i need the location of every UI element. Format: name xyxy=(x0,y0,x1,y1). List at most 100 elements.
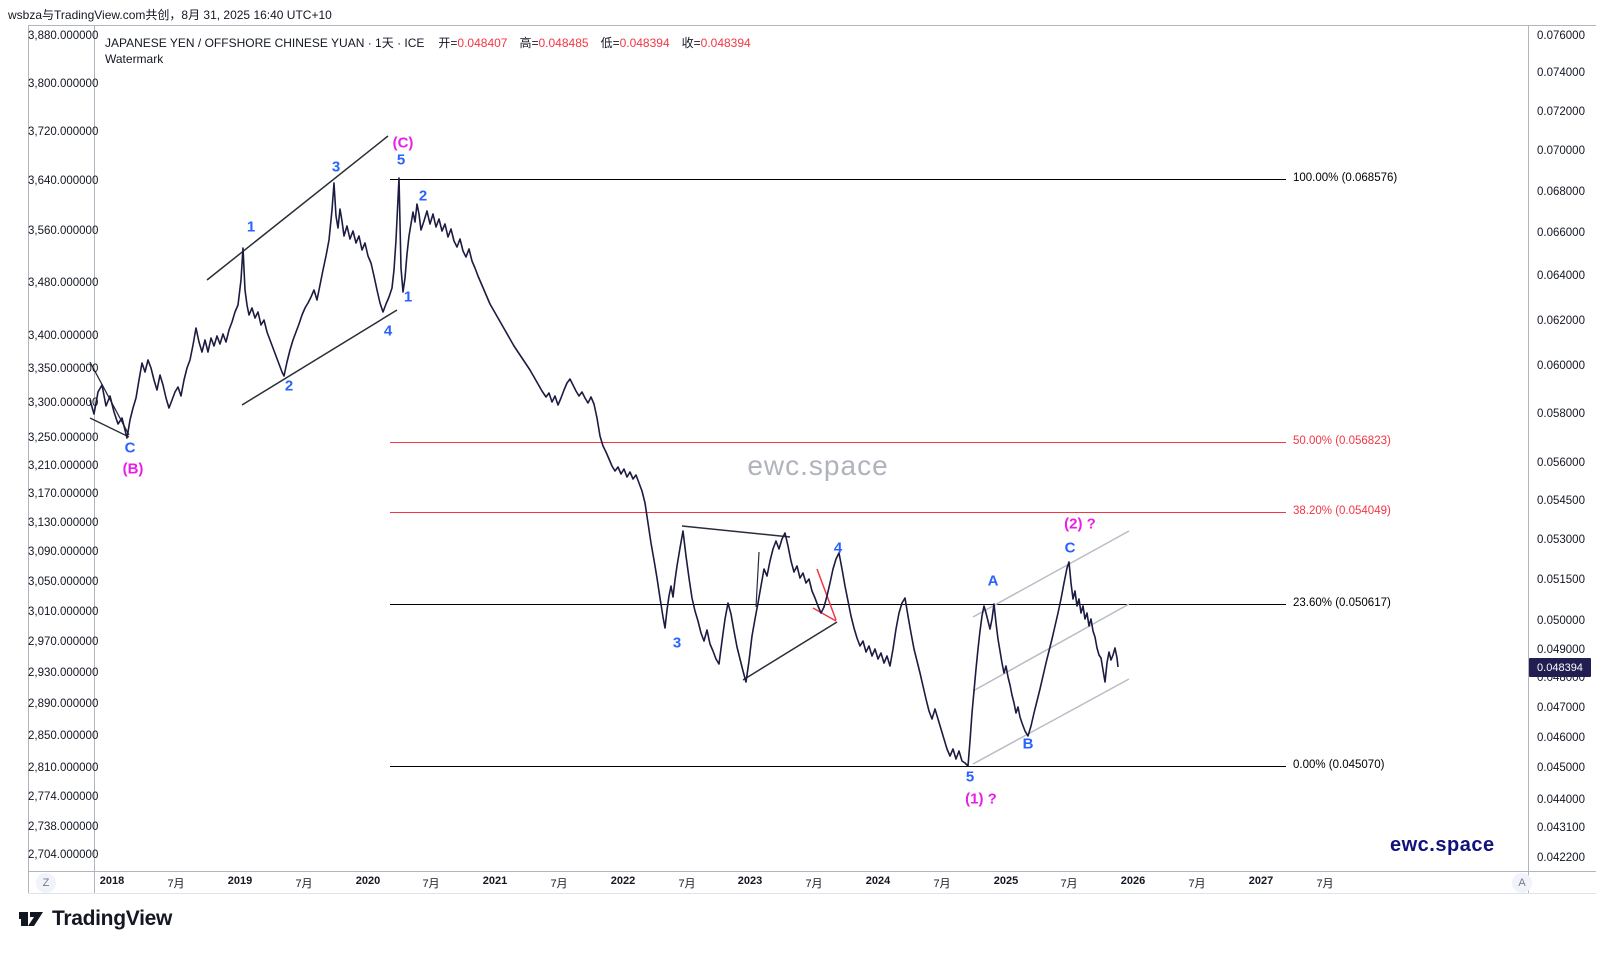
right-axis-label: 0.058000 xyxy=(1537,408,1585,420)
time-axis-month-label: 7月 xyxy=(550,878,568,890)
right-axis-label: 0.074000 xyxy=(1537,67,1585,79)
time-axis-year-label: 2021 xyxy=(482,875,508,887)
right-axis-separator[interactable] xyxy=(1528,25,1529,893)
channel-right-lower[interactable] xyxy=(972,678,1130,765)
wedge-b-lower[interactable] xyxy=(89,417,130,438)
right-axis-label: 0.043100 xyxy=(1537,822,1585,834)
elliott-wave-label-2[interactable]: (2) ? xyxy=(1064,515,1096,533)
center-watermark-text: ewc.space xyxy=(747,450,889,481)
right-axis-label: 0.070000 xyxy=(1537,145,1585,157)
left-axis-label: 3,050.000000 xyxy=(28,576,99,588)
elliott-wave-label-3[interactable]: 3 xyxy=(672,634,682,652)
ohlc-开: 开=0.048407 xyxy=(438,36,508,50)
elliott-wave-label-4[interactable]: 4 xyxy=(833,539,843,557)
elliott-wave-label-C[interactable]: (C) xyxy=(392,134,414,152)
indicator-name[interactable]: Watermark xyxy=(105,52,164,66)
channel-right-upper[interactable] xyxy=(972,530,1130,618)
time-axis-year-label: 2020 xyxy=(355,875,381,887)
left-axis-label: 2,704.000000 xyxy=(28,849,99,861)
left-axis-label: 3,300.000000 xyxy=(28,397,99,409)
time-axis-separator[interactable] xyxy=(28,871,1596,872)
right-axis-label: 0.060000 xyxy=(1537,360,1585,372)
elliott-wave-label-B[interactable]: (B) xyxy=(122,460,144,478)
left-axis-label: 3,560.000000 xyxy=(28,225,99,237)
channel-right-middle[interactable] xyxy=(972,603,1130,692)
last-price-tag: 0.048394 xyxy=(1529,658,1591,677)
attribution-text: wsbza与TradingView.com共创，8月 31, 2025 16:4… xyxy=(8,8,332,22)
left-axis-label: 3,880.000000 xyxy=(28,30,99,42)
right-axis-label: 0.056000 xyxy=(1537,457,1585,469)
time-axis-year-label: 2022 xyxy=(610,875,636,887)
right-axis-label: 0.053000 xyxy=(1537,534,1585,546)
right-axis-label: 0.051500 xyxy=(1537,574,1585,586)
timezone-button[interactable]: Z xyxy=(36,873,56,893)
red-wedge-lower[interactable] xyxy=(812,607,837,622)
fib-level-label: 38.20% (0.054049) xyxy=(1293,505,1391,517)
time-axis-month-label: 7月 xyxy=(1316,878,1334,890)
time-axis-month-label: 7月 xyxy=(167,878,185,890)
left-axis-label: 2,738.000000 xyxy=(28,821,99,833)
channel-lower-left[interactable] xyxy=(241,309,398,406)
right-axis-label: 0.072000 xyxy=(1537,106,1585,118)
mid-descending-line[interactable] xyxy=(681,525,791,538)
left-axis-label: 3,800.000000 xyxy=(28,78,99,90)
mid-rising-line[interactable] xyxy=(742,621,838,681)
left-axis-label: 2,890.000000 xyxy=(28,698,99,710)
ohlc-收: 收=0.048394 xyxy=(681,36,751,50)
elliott-wave-label-3[interactable]: 3 xyxy=(331,158,341,176)
elliott-wave-label-C[interactable]: C xyxy=(124,439,136,457)
time-axis-year-label: 2025 xyxy=(993,875,1019,887)
right-axis-label: 0.068000 xyxy=(1537,186,1585,198)
left-axis-label: 3,170.000000 xyxy=(28,488,99,500)
left-axis-label: 3,090.000000 xyxy=(28,546,99,558)
elliott-wave-label-4[interactable]: 4 xyxy=(383,322,393,340)
elliott-wave-label-1[interactable]: 1 xyxy=(246,218,256,236)
left-axis-label: 2,774.000000 xyxy=(28,791,99,803)
elliott-wave-label-2[interactable]: 2 xyxy=(418,187,428,205)
chart-legend[interactable]: JAPANESE YEN / OFFSHORE CHINESE YUAN · 1… xyxy=(105,34,763,51)
time-axis-year-label: 2024 xyxy=(865,875,891,887)
elliott-wave-label-1[interactable]: (1) ? xyxy=(965,790,997,808)
fib-level-label: 100.00% (0.068576) xyxy=(1293,172,1398,184)
left-axis-label: 3,480.000000 xyxy=(28,277,99,289)
left-axis-label: 2,930.000000 xyxy=(28,667,99,679)
right-axis-label: 0.044000 xyxy=(1537,794,1585,806)
elliott-wave-label-A[interactable]: A xyxy=(987,572,999,590)
tradingview-logo-icon xyxy=(19,912,43,926)
time-axis-year-label: 2019 xyxy=(227,875,253,887)
elliott-wave-label-1[interactable]: 1 xyxy=(403,288,413,306)
elliott-wave-label-C[interactable]: C xyxy=(1064,539,1076,557)
tradingview-logo[interactable]: TradingView xyxy=(17,905,172,933)
tradingview-logo-text: TradingView xyxy=(52,907,173,930)
elliott-wave-label-2[interactable]: 2 xyxy=(284,377,294,395)
auto-scale-button[interactable]: A xyxy=(1512,873,1532,893)
time-axis-month-label: 7月 xyxy=(933,878,951,890)
time-axis-month-label: 7月 xyxy=(295,878,313,890)
red-wedge-upper[interactable] xyxy=(816,568,837,621)
left-axis-label: 3,400.000000 xyxy=(28,330,99,342)
symbol-title[interactable]: JAPANESE YEN / OFFSHORE CHINESE YUAN · 1… xyxy=(105,36,425,50)
chart-top-border xyxy=(28,25,1596,26)
ohlc-高: 高=0.048485 xyxy=(519,36,589,50)
left-axis-separator[interactable] xyxy=(94,25,95,893)
chart-left-border xyxy=(28,25,29,893)
mid-short-line[interactable] xyxy=(755,551,760,608)
time-axis-month-label: 7月 xyxy=(678,878,696,890)
channel-upper-left[interactable] xyxy=(206,135,389,281)
time-axis-month-label: 7月 xyxy=(805,878,823,890)
elliott-wave-label-5[interactable]: 5 xyxy=(396,151,406,169)
left-axis-label: 3,130.000000 xyxy=(28,517,99,529)
right-axis-label: 0.054500 xyxy=(1537,495,1585,507)
left-axis-label: 3,250.000000 xyxy=(28,432,99,444)
elliott-wave-label-B[interactable]: B xyxy=(1022,735,1034,753)
ohlc-values: 开=0.048407 高=0.048485 低=0.048394 收=0.048394 xyxy=(438,36,762,50)
right-axis-label: 0.047000 xyxy=(1537,702,1585,714)
right-axis-label: 0.042200 xyxy=(1537,852,1585,864)
elliott-wave-label-5[interactable]: 5 xyxy=(965,768,975,786)
price-series-line xyxy=(89,177,1119,767)
time-axis-month-label: 7月 xyxy=(1188,878,1206,890)
time-axis-year-label: 2018 xyxy=(99,875,125,887)
left-axis-label: 3,210.000000 xyxy=(28,460,99,472)
